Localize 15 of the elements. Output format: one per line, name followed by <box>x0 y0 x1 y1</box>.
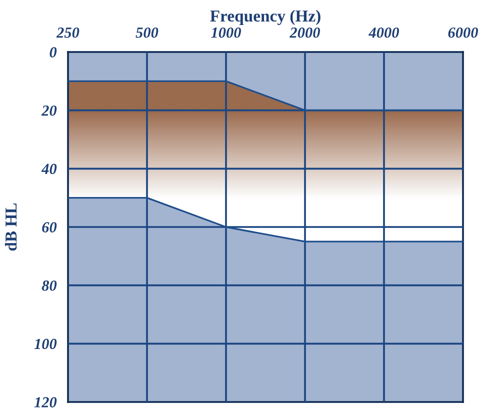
y-tick-label: 40 <box>41 164 57 174</box>
y-tick-label: 60 <box>42 222 57 232</box>
y-axis-title: dB HL <box>4 203 17 251</box>
x-axis-title: Frequency (Hz) <box>210 10 320 26</box>
y-tick-label: 100 <box>34 338 57 350</box>
y-tick-label: 20 <box>41 105 57 116</box>
x-tick-label: 250 <box>56 27 80 38</box>
y-tick-label: 120 <box>34 397 57 408</box>
y-tick-label: 0 <box>50 47 57 58</box>
x-tick-label: 4000 <box>368 27 400 38</box>
x-tick-label: 6000 <box>448 27 478 38</box>
x-tick-label: 2000 <box>290 27 320 38</box>
x-tick-label: 1000 <box>211 27 242 38</box>
x-tick-label: 500 <box>136 27 158 38</box>
y-tick-label: 80 <box>42 280 57 291</box>
